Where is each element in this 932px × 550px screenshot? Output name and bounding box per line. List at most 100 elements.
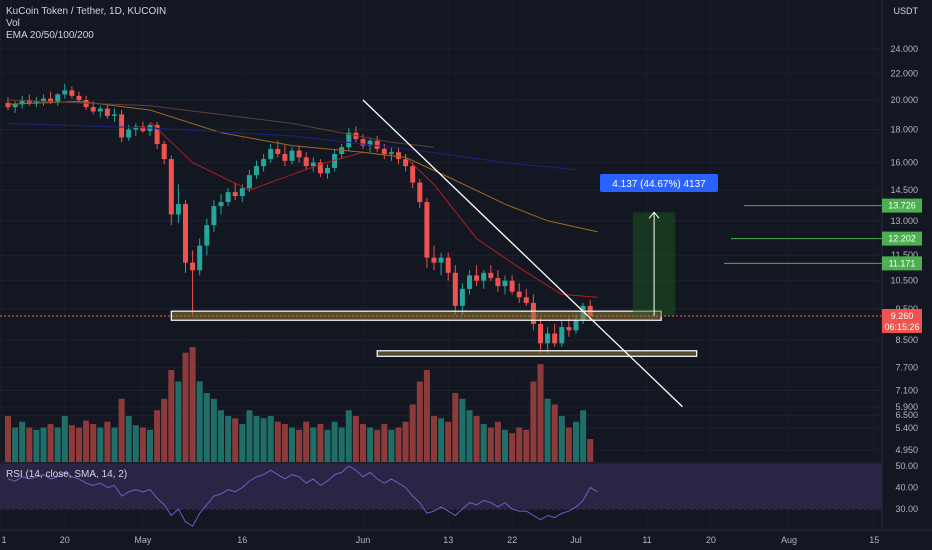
candle-body[interactable] [403, 159, 409, 167]
candle-body[interactable] [381, 148, 387, 154]
candle-body[interactable] [76, 95, 82, 100]
candle-body[interactable] [573, 320, 579, 331]
candle-body[interactable] [261, 159, 267, 167]
candle-body[interactable] [19, 100, 25, 105]
candle-body[interactable] [459, 288, 465, 306]
volume-bar [97, 427, 104, 462]
candle-body[interactable] [502, 280, 508, 287]
candle-body[interactable] [310, 162, 316, 167]
candle-body[interactable] [119, 114, 125, 138]
candle-body[interactable] [62, 90, 68, 95]
candle-body[interactable] [69, 90, 75, 96]
candle-body[interactable] [104, 108, 110, 116]
candle-body[interactable] [282, 153, 288, 161]
candle-body[interactable] [559, 327, 565, 344]
candle-body[interactable] [126, 129, 132, 138]
price-tick-label: 16.000 [890, 158, 918, 168]
price-tick-label: 9.500 [895, 304, 918, 314]
candle-body[interactable] [154, 124, 160, 144]
volume-bar [125, 416, 132, 462]
candle-body[interactable] [112, 114, 117, 116]
candle-body[interactable] [488, 272, 494, 279]
candle-body[interactable] [509, 280, 515, 292]
candle-body[interactable] [431, 257, 437, 263]
support-zone[interactable] [376, 350, 698, 357]
candle-body[interactable] [97, 108, 103, 112]
candle-body[interactable] [538, 323, 543, 344]
candle-body[interactable] [452, 272, 458, 306]
candle-body[interactable] [289, 150, 295, 161]
candle-body[interactable] [566, 327, 572, 331]
candle-body[interactable] [161, 143, 167, 160]
candle-body[interactable] [190, 262, 196, 271]
candlestick-series[interactable] [5, 83, 593, 354]
candle-body[interactable] [438, 257, 444, 263]
candle-body[interactable] [211, 206, 217, 226]
volume-bar [253, 416, 260, 462]
candle-body[interactable] [396, 152, 401, 160]
candle-body[interactable] [552, 333, 558, 344]
ema-legend[interactable]: EMA 20/50/100/200 [6, 30, 94, 41]
candle-body[interactable] [33, 101, 39, 103]
candle-body[interactable] [275, 148, 281, 154]
candle-body[interactable] [417, 182, 423, 203]
candle-body[interactable] [467, 275, 472, 289]
chart-drawings[interactable]: 4.137 (44.67%) 4137 [0, 99, 882, 408]
candle-body[interactable] [360, 139, 366, 146]
candle-body[interactable] [168, 159, 174, 215]
candle-body[interactable] [325, 167, 330, 174]
candle-body[interactable] [445, 257, 451, 273]
volume-bar [239, 424, 246, 462]
candle-body[interactable] [410, 166, 416, 183]
candle-body[interactable] [239, 188, 245, 197]
rsi-legend[interactable]: RSI (14, close, SMA, 14, 2) [6, 469, 128, 480]
trendline[interactable] [362, 99, 683, 408]
candle-body[interactable] [26, 100, 32, 103]
candle-body[interactable] [218, 202, 224, 207]
symbol-title[interactable]: KuCoin Token / Tether, 1D, KUCOIN [6, 6, 167, 17]
candle-body[interactable] [346, 132, 352, 148]
candle-body[interactable] [246, 175, 252, 189]
candle-body[interactable] [48, 98, 54, 103]
volume-bar [267, 416, 274, 462]
volume-legend[interactable]: Vol [6, 18, 20, 29]
candle-body[interactable] [474, 275, 480, 281]
candle-body[interactable] [41, 98, 46, 102]
candle-body[interactable] [183, 204, 188, 263]
price-axis[interactable]: 24.000 22.000 20.000 18.000 16.000 14.500 13.0… [890, 44, 918, 514]
candle-body[interactable] [175, 204, 181, 215]
candle-body[interactable] [225, 192, 231, 203]
candle-body[interactable] [481, 272, 487, 281]
candle-body[interactable] [374, 140, 380, 149]
candle-body[interactable] [523, 297, 529, 303]
candle-body[interactable] [197, 245, 203, 271]
candle-body[interactable] [55, 94, 61, 103]
candle-body[interactable] [495, 278, 501, 287]
candle-body[interactable] [268, 148, 274, 160]
time-axis[interactable]: 1 20 May 16 Jun 13 22 Jul 11 20 Aug 15 [1, 535, 879, 545]
candle-body[interactable] [317, 162, 323, 174]
candle-body[interactable] [5, 102, 11, 108]
candle-body[interactable] [516, 291, 522, 298]
volume-bar [189, 347, 196, 462]
time-tick-label: 11 [642, 535, 651, 545]
candle-body[interactable] [545, 333, 551, 344]
candle-body[interactable] [12, 104, 18, 108]
candle-body[interactable] [140, 126, 146, 132]
price-tick-label: 22.000 [890, 68, 918, 78]
rsi-line [7, 465, 598, 527]
volume-bar [12, 427, 19, 462]
candle-body[interactable] [232, 192, 238, 197]
candle-body[interactable] [388, 152, 394, 154]
candle-body[interactable] [332, 153, 338, 168]
candle-body[interactable] [204, 225, 210, 246]
candle-body[interactable] [424, 202, 430, 258]
volume-bar [551, 404, 558, 462]
candle-body[interactable] [296, 150, 302, 158]
candle-body[interactable] [254, 166, 259, 176]
candle-body[interactable] [367, 140, 373, 146]
target-badge-text: 12.202 [888, 234, 916, 244]
candle-body[interactable] [303, 157, 309, 167]
candle-body[interactable] [90, 107, 96, 112]
